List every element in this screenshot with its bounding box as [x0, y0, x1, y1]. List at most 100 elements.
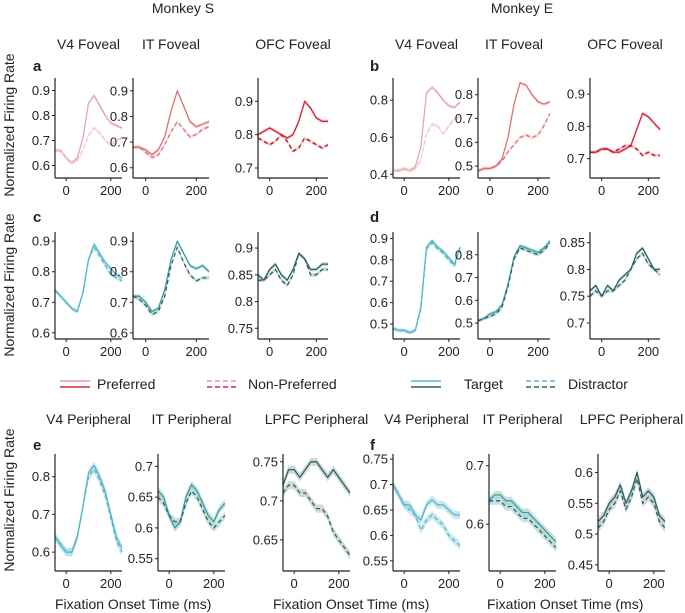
- y-tick-label: 0.5: [455, 316, 473, 331]
- series-line-distractor: [597, 477, 666, 529]
- y-tick-label: 0.6: [110, 160, 128, 175]
- x-tick-label: 0: [401, 344, 408, 359]
- monkey-e-header: Monkey E: [491, 0, 553, 16]
- ylabel-row-2: Normalized Firing Rate: [1, 213, 17, 356]
- panel-letter-f: f: [370, 437, 376, 454]
- panel-title: OFC Foveal: [255, 36, 330, 52]
- x-tick-label: 200: [185, 183, 207, 198]
- legend-preferred: Preferred: [60, 376, 155, 392]
- ylabel-row-3: Normalized Firing Rate: [1, 428, 17, 571]
- y-tick-label: 0.7: [110, 135, 128, 150]
- series-line-target: [488, 494, 557, 543]
- series-line-non-preferred: [55, 127, 123, 164]
- x-tick-label: 200: [534, 576, 556, 591]
- series-line-distractor: [392, 484, 461, 547]
- x-tick-label: 0: [63, 344, 70, 359]
- y-tick-label: 0.8: [110, 264, 128, 279]
- panel-e-v4-p: V4 Peripheral 0.55 0.6 0.65 0.7 0.75 0 200: [363, 411, 469, 591]
- x-tick-label: 0: [166, 576, 173, 591]
- x-tick-label: 200: [328, 576, 350, 591]
- series-band-target: [393, 480, 460, 525]
- series-line-preferred: [477, 82, 551, 172]
- series-line-non-preferred: [477, 113, 551, 172]
- monkey-s-header: Monkey S: [152, 0, 214, 16]
- y-tick-label: 0.9: [235, 241, 253, 256]
- y-tick-label: 0.9: [32, 83, 50, 98]
- series-line-non-preferred: [590, 145, 660, 157]
- series-line-target: [257, 252, 328, 281]
- panel-title: IT Foveal: [485, 36, 543, 52]
- series-band-non-preferred: [478, 111, 550, 173]
- y-tick-label: 0.7: [32, 507, 50, 522]
- series-line-distractor: [157, 490, 226, 529]
- series-line-target: [597, 471, 666, 523]
- panel-letter-c: c: [33, 209, 41, 226]
- y-tick-label: 0.7: [32, 295, 50, 310]
- y-tick-label: 0.9: [370, 231, 388, 246]
- y-tick-label: 0.5: [370, 317, 388, 332]
- y-tick-label: 0.7: [370, 477, 388, 492]
- series-line-distractor: [132, 246, 209, 316]
- y-tick-label: 0.85: [560, 235, 585, 250]
- ylabel-row-1: Normalized Firing Rate: [1, 53, 17, 196]
- legend-non-preferred: Non-Preferred: [207, 376, 337, 392]
- x-tick-label: 200: [438, 344, 460, 359]
- x-tick-label: 200: [643, 576, 665, 591]
- panel-letter-b: b: [370, 58, 379, 75]
- y-tick-label: 0.7: [235, 161, 253, 176]
- series-line-target: [133, 240, 210, 313]
- y-tick-label: 0.8: [567, 119, 585, 134]
- x-tick-label: 200: [305, 183, 327, 198]
- x-tick-label: 0: [606, 576, 613, 591]
- y-tick-label: 0.6: [32, 325, 50, 340]
- x-tick-label: 200: [637, 183, 659, 198]
- legend-preferred-label: Preferred: [97, 376, 155, 392]
- panels: V4 Foveal 0.6 0.7 0.8 0.9 0 200 IT Foveal 0.6 0.7…: [32, 36, 683, 591]
- y-tick-label: 0.7: [110, 295, 128, 310]
- series-line-preferred: [393, 86, 461, 172]
- y-tick-label: 0.6: [32, 545, 50, 560]
- series-line-distractor: [392, 242, 461, 334]
- x-tick-label: 200: [100, 576, 122, 591]
- y-tick-label: 0.7: [260, 493, 278, 508]
- panel-title: IT Peripheral: [152, 411, 232, 427]
- y-tick-label: 0.9: [235, 94, 253, 109]
- y-tick-label: 0.75: [253, 454, 278, 469]
- y-tick-label: 0.8: [32, 469, 50, 484]
- series-line-target: [477, 240, 551, 322]
- series-line-distractor: [489, 500, 557, 549]
- y-tick-label: 0.75: [363, 452, 388, 467]
- panel-s-ofc-fc: 0.75 0.8 0.85 0.9 0 200: [228, 232, 328, 359]
- series-line-distractor: [258, 252, 328, 287]
- panel-title: LPFC Peripheral: [265, 411, 369, 427]
- series-line-target: [54, 464, 123, 553]
- y-tick-label: 0.6: [455, 135, 473, 150]
- series-line-preferred: [257, 100, 328, 139]
- y-tick-label: 0.8: [455, 247, 473, 262]
- y-tick-label: 0.8: [110, 109, 128, 124]
- x-tick-label: 200: [203, 576, 225, 591]
- legend-target: Target: [411, 376, 503, 392]
- x-tick-label: 0: [486, 183, 493, 198]
- x-tick-label: 200: [100, 344, 122, 359]
- panel-e-lpfc-p: LPFC Peripheral 0.45 0.5 0.55 0.6 0 200: [568, 411, 684, 591]
- x-tick-label: 200: [527, 183, 549, 198]
- y-tick-label: 0.65: [128, 490, 153, 505]
- series-band-preferred: [478, 81, 550, 173]
- y-tick-label: 0.7: [135, 459, 153, 474]
- panel-title: V4 Peripheral: [384, 411, 469, 427]
- series-band-target: [590, 246, 660, 299]
- y-tick-label: 0.75: [560, 289, 585, 304]
- panel-title: OFC Foveal: [587, 36, 662, 52]
- series-line-target: [589, 247, 660, 297]
- series-band-preferred: [258, 99, 328, 140]
- x-tick-label: 200: [438, 576, 460, 591]
- y-tick-label: 0.65: [363, 502, 388, 517]
- y-tick-label: 0.7: [370, 274, 388, 289]
- y-tick-label: 0.8: [455, 87, 473, 102]
- series-band-distractor: [590, 251, 660, 299]
- x-tick-label: 200: [527, 344, 549, 359]
- panel-letter-a: a: [33, 58, 42, 75]
- y-tick-label: 0.65: [253, 532, 278, 547]
